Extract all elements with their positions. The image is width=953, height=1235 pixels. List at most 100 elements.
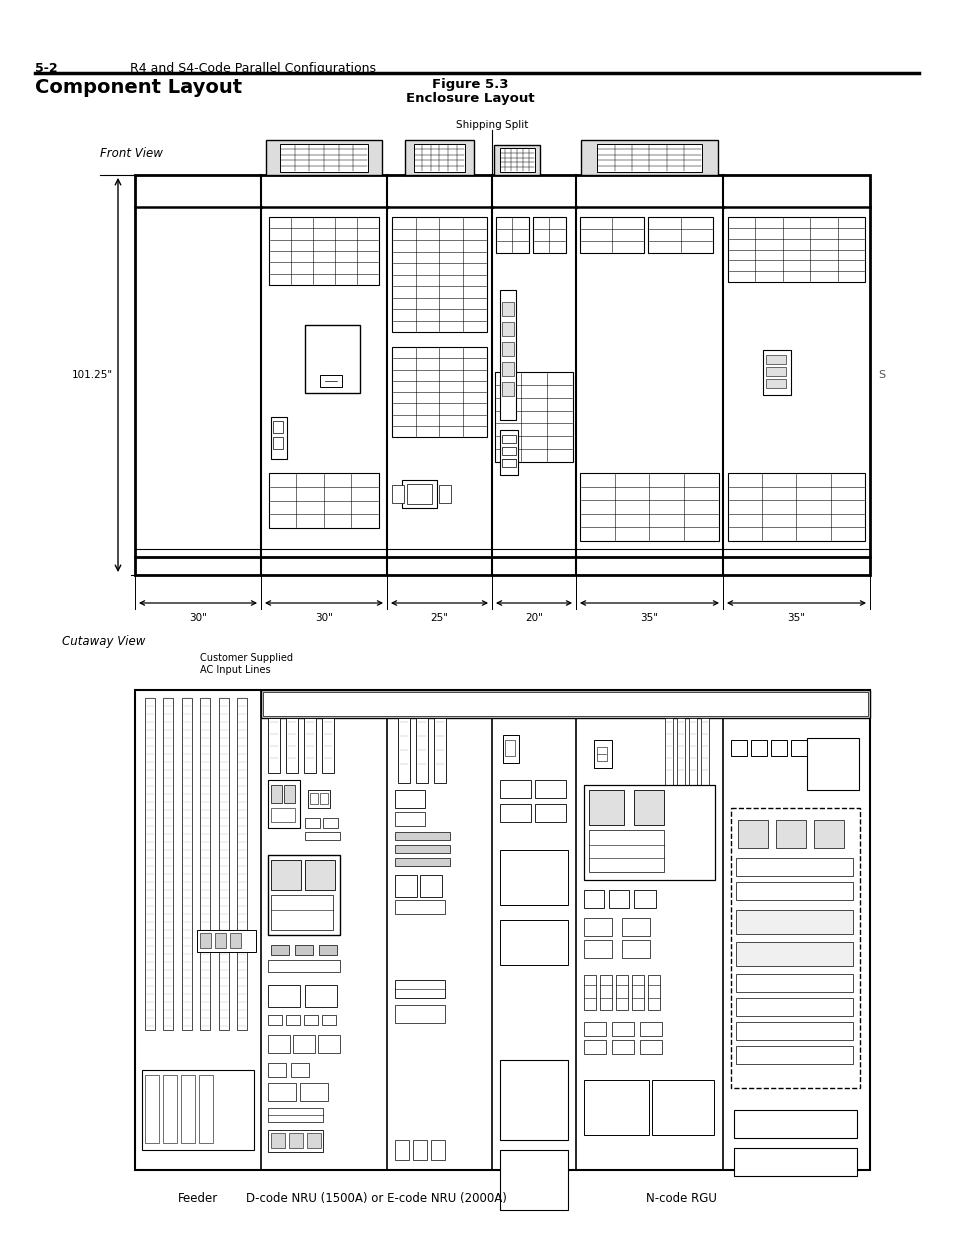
Bar xyxy=(271,945,289,955)
Bar xyxy=(499,850,567,905)
Bar xyxy=(291,1063,309,1077)
Bar xyxy=(268,1035,290,1053)
Bar xyxy=(268,1083,295,1100)
Bar xyxy=(271,1132,285,1149)
Bar xyxy=(268,1063,286,1077)
Bar xyxy=(599,974,612,1010)
Bar xyxy=(634,790,663,825)
Bar xyxy=(499,1150,567,1210)
Bar xyxy=(236,698,247,1030)
Text: Front View: Front View xyxy=(100,147,163,161)
Bar xyxy=(318,945,336,955)
Bar xyxy=(634,890,656,908)
Bar xyxy=(395,876,416,897)
Bar xyxy=(730,740,746,756)
Bar xyxy=(775,820,805,848)
Bar xyxy=(416,718,428,783)
Bar xyxy=(395,1140,409,1160)
Bar xyxy=(434,718,446,783)
Bar xyxy=(583,1023,605,1036)
Bar xyxy=(688,718,697,788)
Bar xyxy=(304,1015,317,1025)
Bar xyxy=(407,484,432,504)
Text: Component Layout: Component Layout xyxy=(35,78,242,98)
Bar xyxy=(621,918,649,936)
Text: N-code RGU: N-code RGU xyxy=(645,1192,716,1205)
Bar xyxy=(651,1079,713,1135)
Bar xyxy=(727,217,864,282)
Bar xyxy=(271,860,301,890)
Bar xyxy=(145,1074,159,1144)
Bar xyxy=(305,832,339,840)
Bar xyxy=(765,367,785,375)
Bar xyxy=(583,890,603,908)
Bar xyxy=(414,143,465,172)
Bar xyxy=(499,430,517,475)
Bar xyxy=(395,900,444,914)
Bar xyxy=(735,882,852,900)
Bar xyxy=(501,362,514,375)
Bar xyxy=(431,1140,444,1160)
Bar xyxy=(594,740,612,768)
Bar xyxy=(583,974,596,1010)
Text: 30": 30" xyxy=(189,613,207,622)
Text: Customer Supplied: Customer Supplied xyxy=(200,653,293,663)
Bar xyxy=(268,781,299,827)
Bar xyxy=(395,981,444,998)
Bar xyxy=(735,858,852,876)
Bar xyxy=(218,698,229,1030)
Text: R4 and S4-Code Parallel Configurations: R4 and S4-Code Parallel Configurations xyxy=(130,62,375,75)
Bar xyxy=(261,690,869,718)
Text: 30": 30" xyxy=(314,613,333,622)
Text: Feeder: Feeder xyxy=(177,1192,218,1205)
Bar xyxy=(305,325,359,393)
Text: 35": 35" xyxy=(639,613,658,622)
Bar xyxy=(269,217,378,285)
Bar xyxy=(271,895,333,930)
Bar xyxy=(266,140,381,175)
Bar xyxy=(580,140,718,175)
Bar xyxy=(142,1070,253,1150)
Bar xyxy=(639,1023,661,1036)
Bar xyxy=(200,698,210,1030)
Bar xyxy=(631,974,643,1010)
Bar xyxy=(579,217,644,253)
Bar xyxy=(502,735,518,763)
Text: S: S xyxy=(877,370,884,380)
Bar xyxy=(583,785,714,881)
Bar xyxy=(268,855,339,935)
Bar xyxy=(579,473,719,541)
Bar xyxy=(677,718,684,788)
Bar xyxy=(273,437,283,450)
Bar xyxy=(268,986,299,1007)
Bar xyxy=(583,1040,605,1053)
Bar xyxy=(273,421,283,433)
Bar xyxy=(419,876,441,897)
Bar xyxy=(271,417,287,459)
Bar xyxy=(597,747,606,761)
Bar xyxy=(535,804,565,823)
Bar xyxy=(733,1149,856,1176)
Text: 5-2: 5-2 xyxy=(35,62,57,75)
Bar xyxy=(735,998,852,1016)
Bar xyxy=(583,940,612,958)
Text: Enclosure Layout: Enclosure Layout xyxy=(405,91,534,105)
Bar xyxy=(535,781,565,798)
Bar xyxy=(308,790,330,808)
Text: Figure 5.3: Figure 5.3 xyxy=(432,78,508,91)
Bar xyxy=(790,740,806,756)
Bar xyxy=(268,718,280,773)
Bar xyxy=(395,832,450,840)
Bar xyxy=(806,739,858,790)
Bar xyxy=(735,1046,852,1065)
Text: 35": 35" xyxy=(786,613,804,622)
Bar xyxy=(438,485,451,503)
Bar xyxy=(664,718,672,788)
Bar xyxy=(648,217,712,253)
Bar xyxy=(305,818,319,827)
Bar xyxy=(499,804,531,823)
Bar xyxy=(305,860,335,890)
Text: D-code NRU (1500A) or E-code NRU (2000A): D-code NRU (1500A) or E-code NRU (2000A) xyxy=(246,1192,506,1205)
Bar xyxy=(392,347,486,437)
Bar xyxy=(501,342,514,356)
